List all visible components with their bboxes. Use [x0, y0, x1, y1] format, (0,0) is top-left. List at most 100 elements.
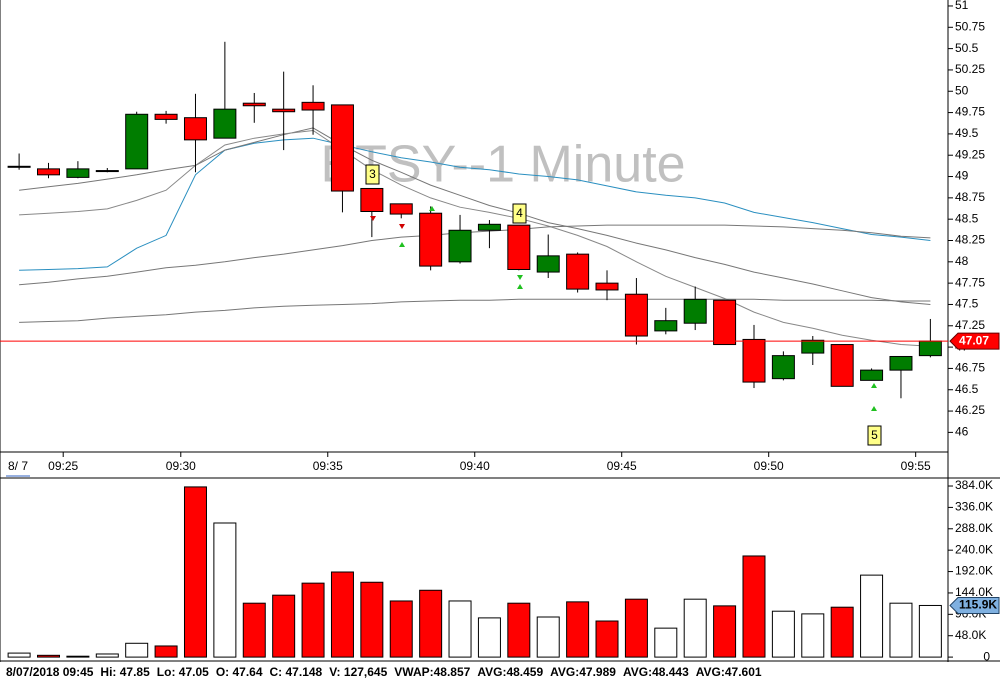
volume-bar	[683, 598, 707, 658]
candle-body	[360, 187, 384, 213]
volume-tick-label: 336.0K	[955, 500, 993, 514]
candle-body	[66, 168, 90, 178]
signal-arrow	[399, 224, 405, 229]
volume-bar	[360, 581, 384, 658]
volume-bar	[389, 600, 413, 658]
status-bar: 8/07/2018 09:45 Hi: 47.85 Lo: 47.05 O: 47.6…	[6, 662, 762, 681]
signal-arrow	[871, 383, 877, 388]
volume-bar	[301, 582, 325, 658]
y-tick-label: 46.75	[955, 361, 985, 375]
volume-tick-label: 0	[983, 649, 990, 662]
volume-bar	[272, 594, 296, 658]
y-tick-label: 49.75	[955, 105, 985, 119]
volume-bar	[830, 606, 854, 658]
candle-body	[713, 299, 737, 346]
candle-body	[477, 223, 501, 231]
moving-average	[19, 298, 931, 323]
status-item: V: 127,645	[329, 664, 388, 679]
candle-body	[183, 117, 207, 141]
status-item: Lo: 47.05	[156, 664, 209, 679]
y-tick-label: 50.25	[955, 62, 985, 76]
volume-bar	[771, 610, 795, 658]
volume-bar	[654, 627, 678, 658]
annotation-box	[512, 203, 527, 224]
volume-bar	[624, 598, 648, 658]
status-item: VWAP:48.857	[394, 664, 471, 679]
signal-arrow	[370, 216, 376, 221]
status-item: C: 47.148	[269, 664, 323, 679]
y-tick-label: 48.75	[955, 190, 985, 204]
volume-bar	[183, 486, 207, 658]
status-item: AVG:47.601	[695, 664, 762, 679]
date-label: 8/ 7	[8, 459, 28, 473]
candles	[7, 41, 942, 399]
y-tick-label: 50.5	[955, 41, 979, 55]
volume-bar	[801, 613, 825, 658]
candle-body	[683, 298, 707, 324]
volume-bar	[125, 642, 149, 658]
y-tick-label: 49	[955, 169, 969, 183]
signal-arrow	[429, 206, 435, 211]
candle-body	[37, 168, 61, 176]
volume-bar	[889, 602, 913, 658]
candle-body	[830, 344, 854, 387]
candle-body	[419, 212, 443, 267]
price-panel	[0, 0, 948, 452]
y-tick-label: 47.75	[955, 275, 985, 289]
volume-tick-label: 240.0K	[955, 542, 993, 556]
volume-bar	[713, 605, 737, 658]
volume-tick-label: 288.0K	[955, 521, 993, 535]
candle-body	[595, 282, 619, 291]
last-price-label: 47.07	[959, 333, 989, 347]
y-tick-label: 46	[955, 425, 969, 439]
volume-bar	[7, 652, 31, 658]
chart: ETSY--1 Minute 8/ 7 3 4 5 51 50.75 50.5 50.…	[0, 0, 1000, 663]
candle-body	[801, 339, 825, 354]
status-item: AVG:48.443	[622, 664, 689, 679]
volume-bar	[860, 574, 884, 658]
annotation-box	[365, 164, 380, 185]
volume-last-tag	[949, 596, 1000, 614]
status-item: 8/07/2018 09:45	[6, 664, 94, 679]
volume-bar	[95, 653, 119, 658]
last-price-tag	[949, 332, 1000, 350]
candle-body	[507, 224, 531, 270]
volume-tick-label: 384.0K	[955, 478, 993, 492]
candle-body	[389, 203, 413, 215]
volume-last-label: 115.9K	[959, 598, 997, 612]
volume-tick-label: 48.0K	[955, 628, 986, 642]
x-tick-label: 09:45	[607, 459, 637, 473]
volume-bar	[507, 602, 531, 658]
candle-body	[448, 229, 472, 263]
status-item: AVG:48.459	[477, 664, 544, 679]
candle-body	[330, 104, 354, 192]
candle-body	[860, 369, 884, 381]
candle-body	[566, 253, 590, 290]
volume-tick-label: 192.0K	[955, 564, 993, 578]
candle-body	[889, 355, 913, 371]
candle-body	[213, 108, 237, 139]
x-tick-label: 09:25	[48, 459, 78, 473]
y-tick-label: 50.75	[955, 19, 985, 33]
volume-bar	[566, 601, 590, 658]
y-tick-label: 47.5	[955, 297, 979, 311]
y-tick-label: 48.25	[955, 233, 985, 247]
candle-body	[7, 165, 31, 168]
moving-average	[19, 224, 931, 286]
y-tick-label: 51	[955, 0, 969, 12]
candle-body	[242, 102, 266, 107]
y-tick-label: 46.25	[955, 403, 985, 417]
volume-bar	[419, 589, 443, 658]
volume-bar	[213, 522, 237, 658]
candle-body	[742, 338, 766, 383]
volume-bar	[330, 571, 354, 658]
x-tick-label: 09:55	[901, 459, 931, 473]
y-tick-label: 47.25	[955, 318, 985, 332]
volume-tick-label: 144.0K	[955, 585, 993, 599]
candle-body	[95, 170, 119, 173]
candle-body	[154, 113, 178, 120]
x-tick-label: 09:40	[460, 459, 490, 473]
volume-bar	[242, 602, 266, 658]
y-tick-label: 48.5	[955, 211, 979, 225]
